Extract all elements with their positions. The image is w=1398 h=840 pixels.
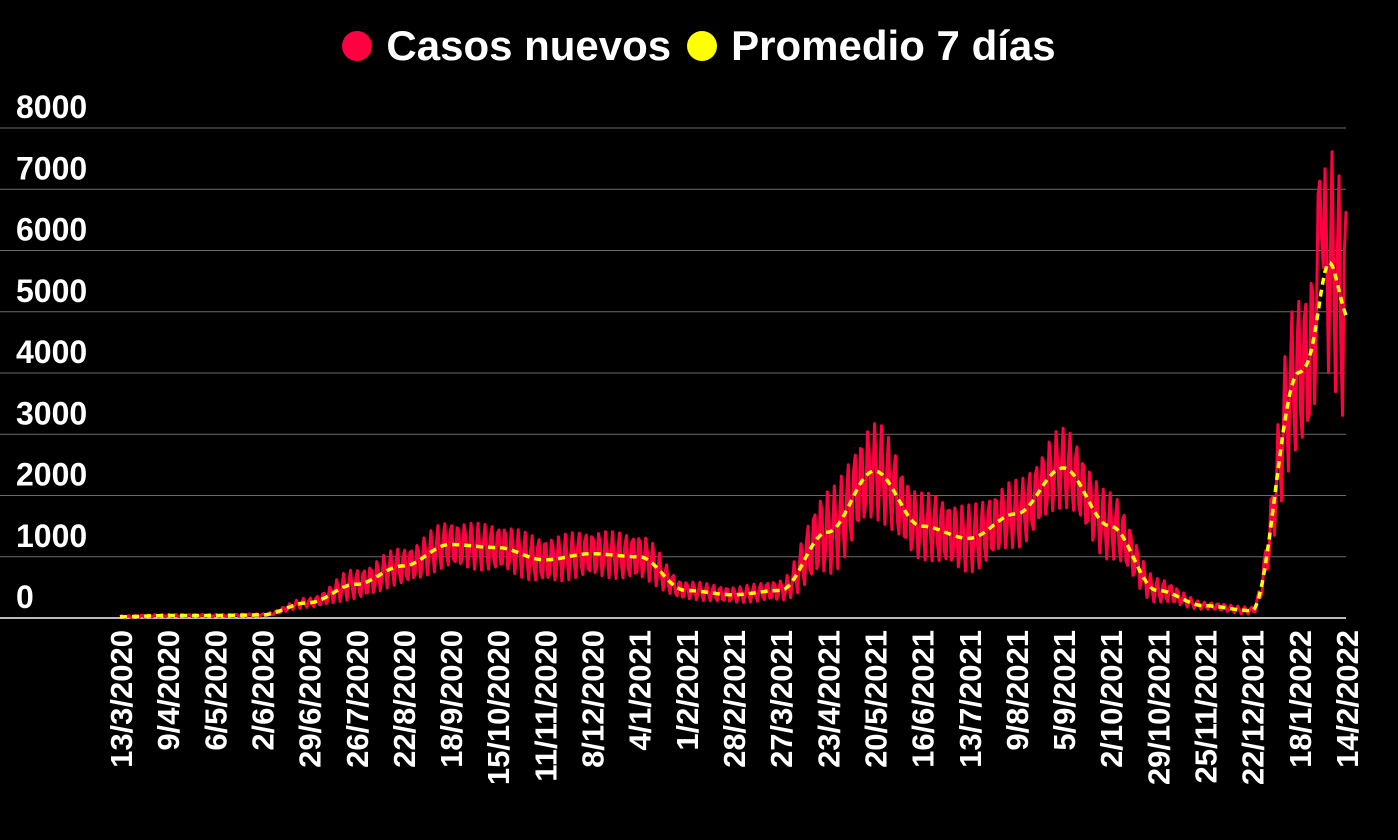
x-tick-label: 23/4/2021 <box>811 630 846 768</box>
x-tick-label: 13/7/2021 <box>953 630 988 768</box>
y-axis: 0 1000 2000 3000 4000 5000 6000 7000 8000 <box>16 89 87 615</box>
x-tick-label: 22/12/2021 <box>1236 630 1271 785</box>
x-tick-label: 14/2/2022 <box>1330 630 1365 768</box>
y-tick-label: 8000 <box>16 89 87 125</box>
y-tick-label: 4000 <box>16 334 87 370</box>
x-tick-label: 20/5/2021 <box>858 630 893 768</box>
legend-item-casos[interactable]: Casos nuevos <box>342 22 671 70</box>
x-tick-label: 13/3/2020 <box>104 630 139 768</box>
y-tick-label: 1000 <box>16 518 87 554</box>
legend-marker-casos <box>342 31 373 61</box>
x-tick-label: 18/9/2020 <box>434 630 469 768</box>
y-tick-label: 6000 <box>16 212 87 248</box>
series-line-casos-nuevos <box>119 150 1348 620</box>
y-tick-label: 7000 <box>16 150 87 186</box>
x-tick-label: 29/6/2020 <box>293 630 328 768</box>
chart-legend: Casos nuevos Promedio 7 días <box>0 22 1398 70</box>
gridlines <box>0 127 1346 619</box>
y-tick-label: 2000 <box>16 457 87 493</box>
x-tick-label: 4/1/2021 <box>623 630 658 751</box>
x-tick-label: 22/8/2020 <box>387 630 422 768</box>
x-tick-label: 25/11/2021 <box>1189 630 1224 783</box>
x-tick-label: 2/10/2021 <box>1094 630 1129 768</box>
x-tick-label: 29/10/2021 <box>1141 630 1176 785</box>
legend-label-promedio: Promedio 7 días <box>731 22 1056 69</box>
y-tick-label: 5000 <box>16 273 87 309</box>
x-tick-label: 15/10/2020 <box>481 630 516 785</box>
x-tick-label: 11/11/2020 <box>528 630 563 782</box>
x-tick-label: 28/2/2021 <box>717 630 752 768</box>
y-tick-label: 3000 <box>16 395 87 431</box>
x-axis: 13/3/2020 9/4/2020 6/5/2020 2/6/2020 29/6/20… <box>104 630 1365 785</box>
x-tick-label: 16/6/2021 <box>906 630 941 768</box>
legend-item-promedio[interactable]: Promedio 7 días <box>687 22 1056 70</box>
legend-label-casos: Casos nuevos <box>386 22 672 69</box>
x-tick-label: 9/8/2021 <box>1000 630 1035 751</box>
x-tick-label: 9/4/2020 <box>151 630 186 751</box>
y-tick-label: 0 <box>16 579 34 615</box>
x-tick-label: 26/7/2020 <box>340 630 375 768</box>
series-line-promedio-7-dias <box>120 261 1348 619</box>
x-tick-label: 18/1/2022 <box>1283 630 1318 768</box>
x-tick-label: 1/2/2021 <box>670 630 705 751</box>
x-tick-label: 27/3/2021 <box>764 630 799 768</box>
x-tick-label: 5/9/2021 <box>1047 630 1082 751</box>
legend-marker-promedio <box>687 31 718 61</box>
x-tick-label: 8/12/2020 <box>576 630 611 768</box>
x-tick-label: 6/5/2020 <box>198 630 233 751</box>
plot-area <box>119 150 1348 620</box>
x-tick-label: 2/6/2020 <box>245 630 280 751</box>
